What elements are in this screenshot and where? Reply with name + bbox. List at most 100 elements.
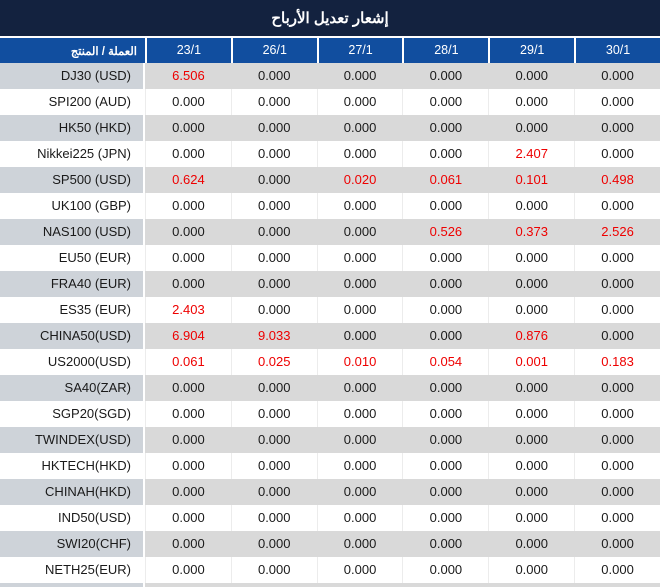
product-label: EU50 (EUR): [0, 245, 145, 271]
value-cell: 0.000: [145, 219, 231, 245]
value-cell: 0.000: [316, 141, 403, 167]
table-bottom-edge-values: [145, 583, 660, 587]
value-cell: 0.000: [488, 427, 575, 453]
product-label: DJ30 (USD): [0, 63, 145, 89]
table-row: ES35 (EUR) 2.403 0.000 0.000 0.000 0.000 0.000: [0, 297, 660, 323]
table-body: DJ30 (USD) 6.506 0.000 0.000 0.000 0.000 0.000…: [0, 63, 660, 583]
value-cell: 0.000: [316, 63, 403, 89]
product-label: HK50 (HKD): [0, 115, 145, 141]
value-cell: 0.000: [402, 401, 488, 427]
value-cell: 0.000: [488, 115, 575, 141]
product-label: SWI20(CHF): [0, 531, 145, 557]
value-cell: 0.000: [488, 271, 575, 297]
value-cell: 0.000: [230, 375, 317, 401]
value-cell: 0.000: [316, 219, 403, 245]
value-cell: 0.000: [145, 479, 231, 505]
value-cell: 0.000: [316, 557, 403, 583]
value-cell: 0.000: [316, 89, 403, 115]
value-cell: 0.000: [488, 297, 574, 323]
value-cell: 0.010: [316, 349, 403, 375]
column-header-date: 28/1: [402, 38, 488, 63]
value-cell: 0.000: [574, 323, 660, 349]
value-cell: 0.000: [316, 115, 403, 141]
value-cell: 0.000: [230, 115, 317, 141]
value-cell: 0.000: [230, 89, 317, 115]
value-cell: 0.000: [145, 245, 231, 271]
value-cell: 0.000: [402, 297, 488, 323]
value-cell: 0.000: [574, 115, 660, 141]
value-cell: 0.000: [230, 167, 317, 193]
table-bottom-edge-label: [0, 583, 145, 587]
value-cell: 0.000: [230, 427, 317, 453]
value-cell: 0.000: [574, 557, 660, 583]
value-cell: 0.000: [574, 427, 660, 453]
product-label: SGP20(SGD): [0, 401, 145, 427]
value-cell: 0.001: [488, 349, 574, 375]
value-cell: 0.000: [402, 323, 489, 349]
value-cell: 0.000: [316, 479, 403, 505]
value-cell: 0.000: [488, 401, 574, 427]
column-header-date: 27/1: [316, 38, 403, 63]
value-cell: 0.000: [574, 271, 660, 297]
table-row: US2000(USD) 0.061 0.025 0.010 0.054 0.001 0.18…: [0, 349, 660, 375]
value-cell: 0.000: [574, 63, 660, 89]
value-cell: 0.624: [145, 167, 231, 193]
value-cell: 6.904: [145, 323, 231, 349]
value-cell: 0.000: [402, 557, 488, 583]
value-cell: 0.000: [574, 141, 660, 167]
value-cell: 0.000: [402, 427, 489, 453]
value-cell: 0.000: [145, 557, 231, 583]
value-cell: 0.000: [488, 89, 574, 115]
value-cell: 0.498: [574, 167, 660, 193]
product-label: US2000(USD): [0, 349, 145, 375]
value-cell: 0.000: [402, 63, 489, 89]
value-cell: 0.000: [230, 297, 317, 323]
product-label: CHINAH(HKD): [0, 479, 145, 505]
value-cell: 0.061: [145, 349, 231, 375]
product-label: ES35 (EUR): [0, 297, 145, 323]
value-cell: 0.000: [488, 557, 574, 583]
title-bar: إشعار تعديل الأرباح: [0, 0, 660, 38]
value-cell: 0.101: [488, 167, 575, 193]
value-cell: 0.000: [402, 479, 489, 505]
value-cell: 0.000: [402, 271, 489, 297]
value-cell: 0.000: [145, 531, 231, 557]
table-row: IND50(USD) 0.000 0.000 0.000 0.000 0.000 0.000: [0, 505, 660, 531]
column-header-date: 29/1: [488, 38, 574, 63]
product-label: NAS100 (USD): [0, 219, 145, 245]
value-cell: 0.876: [488, 323, 575, 349]
product-label: SPI200 (AUD): [0, 89, 145, 115]
value-cell: 0.000: [574, 297, 660, 323]
column-header-date: 26/1: [230, 38, 317, 63]
value-cell: 0.000: [145, 401, 231, 427]
table-row: TWINDEX(USD) 0.000 0.000 0.000 0.000 0.000 0.0…: [0, 427, 660, 453]
page-title: إشعار تعديل الأرباح: [271, 10, 389, 27]
value-cell: 0.000: [230, 141, 317, 167]
value-cell: 0.000: [316, 401, 403, 427]
value-cell: 0.000: [574, 401, 660, 427]
table-row: CHINA50(USD) 6.904 9.033 0.000 0.000 0.876 0.0…: [0, 323, 660, 349]
value-cell: 0.000: [230, 245, 317, 271]
value-cell: 0.000: [402, 115, 489, 141]
value-cell: 0.000: [488, 245, 574, 271]
product-label: SA40(ZAR): [0, 375, 145, 401]
table-bottom-edge: [0, 583, 660, 587]
value-cell: 0.000: [402, 453, 488, 479]
table-row: SPI200 (AUD) 0.000 0.000 0.000 0.000 0.000 0.0…: [0, 89, 660, 115]
value-cell: 0.000: [402, 505, 488, 531]
value-cell: 0.000: [316, 323, 403, 349]
value-cell: 0.000: [230, 531, 317, 557]
table-row: FRA40 (EUR) 0.000 0.000 0.000 0.000 0.000 0.00…: [0, 271, 660, 297]
product-label: HKTECH(HKD): [0, 453, 145, 479]
value-cell: 0.000: [145, 271, 231, 297]
value-cell: 9.033: [230, 323, 317, 349]
value-cell: 0.000: [402, 531, 489, 557]
table-row: EU50 (EUR) 0.000 0.000 0.000 0.000 0.000 0.000: [0, 245, 660, 271]
value-cell: 0.000: [316, 297, 403, 323]
value-cell: 0.373: [488, 219, 575, 245]
product-label: SP500 (USD): [0, 167, 145, 193]
value-cell: 0.000: [230, 193, 317, 219]
table-header-row: العملة / المنتج 23/1 26/1 27/1 28/1 29/1 30/1: [0, 38, 660, 63]
value-cell: 0.000: [230, 479, 317, 505]
value-cell: 0.000: [574, 193, 660, 219]
